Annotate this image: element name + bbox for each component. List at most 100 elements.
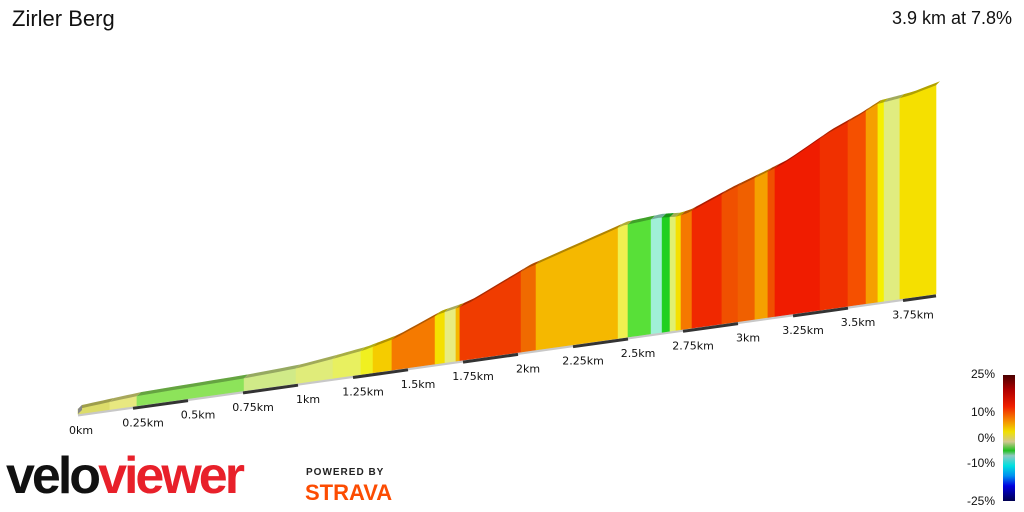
segment-top-shade <box>296 354 337 369</box>
gradient-segment <box>847 110 867 307</box>
segment-top <box>136 374 249 397</box>
segment-top <box>662 213 675 218</box>
distance-tick-label: 1.5km <box>401 378 436 391</box>
segment-top-shade <box>721 182 742 195</box>
segment-top <box>820 118 852 139</box>
segment-top-shade <box>459 267 526 308</box>
segment-top-shade <box>78 398 114 409</box>
gradient-legend-bar <box>1003 375 1015 501</box>
segment-top-shade <box>899 81 940 99</box>
segment-top <box>738 174 759 187</box>
segment-top <box>78 398 114 409</box>
segment-top-shade <box>373 335 396 347</box>
segment-top-shade <box>360 342 378 352</box>
segment-top-shade <box>754 167 772 179</box>
gradient-segment <box>617 224 629 339</box>
segment-top <box>754 167 772 179</box>
gradient-segment <box>455 306 461 362</box>
segment-top <box>521 260 541 272</box>
distance-band <box>902 294 937 302</box>
segment-top <box>884 94 904 103</box>
segment-top <box>109 392 141 403</box>
legend-label: 10% <box>970 405 995 419</box>
gradient-segment <box>444 307 457 363</box>
segment-top-shade <box>618 220 632 228</box>
distance-tick-label: 2.25km <box>562 355 604 368</box>
segment-top-shade <box>628 215 656 225</box>
segment-top <box>296 354 337 369</box>
segment-top <box>360 342 378 352</box>
segment-top-shade <box>866 99 882 112</box>
segment-top <box>692 190 726 211</box>
gradient-segment <box>721 185 739 325</box>
climb-summary: 3.9 km at 7.8% <box>891 8 1012 28</box>
gradient-segment <box>819 121 849 311</box>
gradient-segment <box>680 210 693 330</box>
segment-top <box>651 213 667 220</box>
gradient-segment <box>675 214 682 331</box>
segment-top <box>721 182 742 195</box>
gradient-segment <box>136 378 245 407</box>
segment-top <box>244 364 301 379</box>
segment-top-shade <box>109 392 141 403</box>
segment-top <box>670 212 680 218</box>
segment-top-shade <box>670 212 680 218</box>
gradient-segment <box>535 227 619 351</box>
distance-band <box>242 383 299 395</box>
gradient-segment <box>865 103 879 305</box>
segment-top-shade <box>820 118 852 139</box>
gradient-segment <box>737 177 756 322</box>
gradient-segment <box>459 271 522 361</box>
segment-top-shade <box>884 94 904 103</box>
distance-band <box>572 337 629 349</box>
distance-band <box>352 368 409 379</box>
segment-top-shade <box>244 364 301 379</box>
distance-tick-label: 2.75km <box>672 339 714 352</box>
gradient-segment <box>650 217 663 335</box>
segment-top <box>774 134 825 169</box>
segment-top-shade <box>521 260 541 272</box>
segment-top-shade <box>681 206 697 216</box>
gradient-segment <box>434 311 446 365</box>
distance-band <box>792 306 849 318</box>
legend-label: -25% <box>966 494 995 508</box>
distance-tick-label: 3km <box>736 332 760 345</box>
segment-top <box>628 215 656 225</box>
strava-logo: STRAVA <box>305 480 393 505</box>
gradient-segment <box>883 97 901 302</box>
gradient-segment <box>754 171 769 320</box>
distance-tick-label: 0.5km <box>181 409 216 422</box>
climb-title: Zirler Berg <box>12 6 115 31</box>
gradient-segment <box>669 216 677 332</box>
legend-label: 0% <box>977 431 995 445</box>
segment-top-shade <box>536 223 623 265</box>
gradient-segment <box>627 219 652 338</box>
segment-top <box>618 220 632 228</box>
segment-top <box>675 211 686 217</box>
legend-label: 25% <box>970 367 995 381</box>
segment-top-shade <box>332 347 365 359</box>
segment-top-shade <box>738 174 759 187</box>
distance-band <box>462 352 519 364</box>
segment-top <box>866 99 882 112</box>
gradient-segment <box>767 167 776 318</box>
segment-top <box>536 223 623 265</box>
segment-top-shade <box>662 213 675 218</box>
segment-top-shade <box>877 98 889 104</box>
gradient-segment <box>691 193 723 329</box>
segment-top <box>877 98 889 104</box>
gradient-segment <box>774 138 821 317</box>
segment-top-shade <box>675 211 686 217</box>
segment-top <box>455 303 464 309</box>
distance-tick-label: 2.5km <box>621 347 656 360</box>
distance-band <box>682 322 739 333</box>
gradient-segment <box>877 101 885 303</box>
gradient-segment <box>899 84 937 300</box>
distance-tick-label: 1.25km <box>342 386 384 399</box>
segment-top-shade <box>848 107 871 123</box>
segment-top-shade <box>767 164 779 172</box>
gradient-segment <box>520 263 537 353</box>
distance-tick-label: 1km <box>296 393 320 406</box>
segment-top-shade <box>444 304 460 313</box>
